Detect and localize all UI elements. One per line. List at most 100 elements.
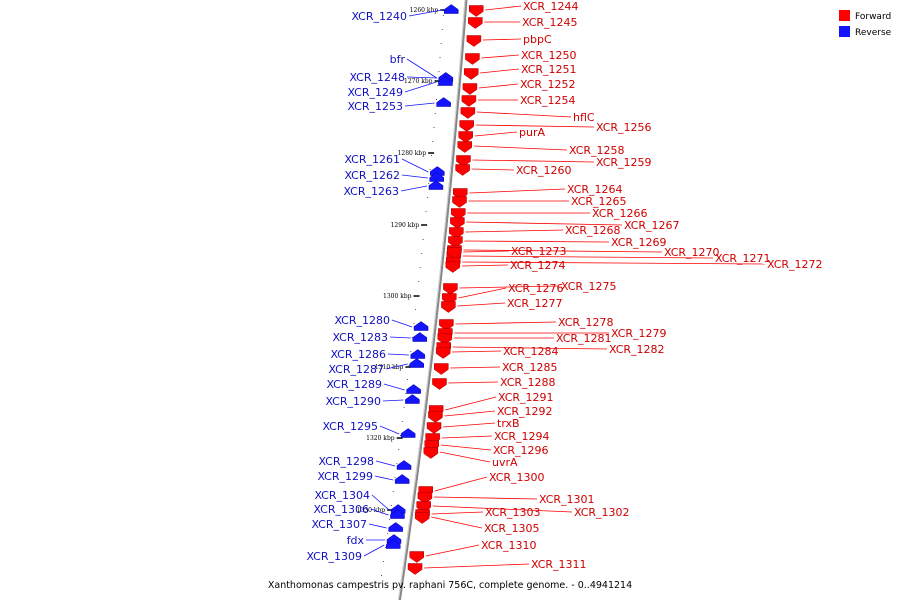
reverse-gene-arrow[interactable] [406,384,421,394]
forward-gene-arrow[interactable] [463,68,479,80]
forward-gene-label[interactable]: XCR_1277 [507,297,563,310]
reverse-gene-arrow[interactable] [390,509,405,519]
reverse-gene-label[interactable]: XCR_1249 [347,86,403,99]
forward-gene-arrow[interactable] [459,120,474,132]
forward-gene-arrow[interactable] [455,164,470,176]
forward-gene-arrow[interactable] [435,347,451,359]
forward-gene-label[interactable]: XCR_1288 [500,376,556,389]
forward-gene-label[interactable]: XCR_1244 [523,0,579,13]
forward-gene-arrow[interactable] [447,247,462,259]
forward-gene-label[interactable]: XCR_1260 [516,164,572,177]
forward-gene-arrow[interactable] [468,17,483,29]
reverse-gene-label[interactable]: XCR_1253 [347,100,403,113]
reverse-gene-label[interactable]: XCR_1309 [306,550,362,563]
reverse-gene-arrow[interactable] [409,358,424,368]
reverse-gene-label[interactable]: bfr [390,53,406,66]
reverse-gene-label[interactable]: XCR_1299 [317,470,373,483]
reverse-gene-label[interactable]: XCR_1306 [313,503,369,516]
reverse-gene-label[interactable]: XCR_1283 [332,331,388,344]
forward-gene-arrow[interactable] [461,95,477,107]
forward-gene-label[interactable]: XCR_1301 [539,493,595,506]
forward-gene-label[interactable]: XCR_1259 [596,156,652,169]
forward-gene-label[interactable]: XCR_1311 [531,558,587,571]
forward-gene-label[interactable]: XCR_1251 [521,63,577,76]
forward-gene-arrow[interactable] [426,422,442,434]
forward-gene-label[interactable]: XCR_1273 [511,245,567,258]
forward-gene-label[interactable]: XCR_1296 [493,444,549,457]
forward-gene-label[interactable]: XCR_1284 [503,345,559,358]
forward-gene-label[interactable]: XCR_1305 [484,522,540,535]
reverse-gene-arrow[interactable] [394,474,410,484]
forward-gene-label[interactable]: XCR_1276 [508,282,564,295]
forward-gene-label[interactable]: uvrA [492,456,518,469]
forward-gene-arrow[interactable] [462,83,478,95]
reverse-gene-arrow[interactable] [410,349,426,359]
forward-gene-label[interactable]: XCR_1300 [489,471,545,484]
reverse-gene-arrow[interactable] [438,76,453,86]
forward-gene-arrow[interactable] [458,131,473,143]
forward-gene-label[interactable]: XCR_1282 [609,343,665,356]
forward-gene-label[interactable]: XCR_1258 [569,144,625,157]
forward-gene-label[interactable]: XCR_1279 [611,327,667,340]
forward-gene-label[interactable]: XCR_1266 [592,207,648,220]
forward-gene-arrow[interactable] [457,141,473,153]
reverse-gene-label[interactable]: XCR_1304 [314,489,370,502]
forward-gene-arrow[interactable] [449,227,464,239]
forward-gene-arrow[interactable] [407,563,423,575]
reverse-gene-arrow[interactable] [386,539,401,549]
forward-gene-arrow[interactable] [465,53,480,65]
reverse-gene-arrow[interactable] [405,394,420,404]
forward-gene-label[interactable]: XCR_1310 [481,539,537,552]
forward-gene-arrow[interactable] [432,378,447,390]
reverse-gene-arrow[interactable] [413,321,429,331]
forward-gene-label[interactable]: XCR_1250 [521,49,577,62]
reverse-gene-arrow[interactable] [400,428,416,438]
forward-gene-arrow[interactable] [441,301,456,313]
reverse-gene-arrow[interactable] [388,522,403,532]
forward-gene-label[interactable]: XCR_1264 [567,183,623,196]
reverse-gene-label[interactable]: XCR_1263 [343,185,399,198]
forward-gene-arrow[interactable] [428,411,443,423]
forward-gene-label[interactable]: purA [519,126,545,139]
forward-gene-arrow[interactable] [451,208,466,220]
forward-gene-arrow[interactable] [468,5,484,17]
reverse-gene-label[interactable]: XCR_1286 [330,348,386,361]
forward-gene-label[interactable]: XCR_1275 [561,280,617,293]
forward-gene-arrow[interactable] [445,261,461,273]
forward-gene-arrow[interactable] [450,217,465,229]
forward-gene-label[interactable]: XCR_1294 [494,430,550,443]
reverse-gene-label[interactable]: XCR_1248 [349,71,405,84]
reverse-gene-arrow[interactable] [396,460,412,470]
reverse-gene-label[interactable]: XCR_1307 [311,518,367,531]
forward-gene-label[interactable]: XCR_1302 [574,506,630,519]
forward-gene-label[interactable]: hflC [573,111,595,124]
forward-gene-label[interactable]: XCR_1291 [498,391,554,404]
forward-gene-arrow[interactable] [414,512,430,524]
forward-gene-label[interactable]: XCR_1292 [497,405,553,418]
reverse-gene-arrow[interactable] [428,180,444,190]
forward-gene-arrow[interactable] [417,492,433,504]
forward-gene-label[interactable]: XCR_1267 [624,219,680,232]
forward-gene-arrow[interactable] [437,333,453,345]
forward-gene-arrow[interactable] [460,107,476,119]
forward-gene-label[interactable]: XCR_1254 [520,94,576,107]
forward-gene-label[interactable]: XCR_1303 [485,506,541,519]
reverse-gene-arrow[interactable] [443,4,459,14]
reverse-gene-label[interactable]: XCR_1295 [322,420,378,433]
forward-gene-label[interactable]: XCR_1274 [510,259,566,272]
forward-gene-label[interactable]: XCR_1281 [556,332,612,345]
forward-gene-label[interactable]: XCR_1268 [565,224,621,237]
forward-gene-label[interactable]: XCR_1270 [664,246,720,259]
reverse-gene-label[interactable]: fdx [347,534,365,547]
forward-gene-arrow[interactable] [423,447,439,459]
forward-gene-label[interactable]: XCR_1252 [520,78,576,91]
forward-gene-arrow[interactable] [443,283,458,295]
reverse-gene-arrow[interactable] [429,172,444,182]
forward-gene-arrow[interactable] [434,363,449,375]
forward-gene-arrow[interactable] [409,551,425,563]
forward-gene-label[interactable]: XCR_1269 [611,236,667,249]
forward-gene-label[interactable]: trxB [497,417,520,430]
reverse-gene-arrow[interactable] [436,97,451,107]
reverse-gene-label[interactable]: XCR_1262 [344,169,400,182]
forward-gene-arrow[interactable] [452,196,467,208]
